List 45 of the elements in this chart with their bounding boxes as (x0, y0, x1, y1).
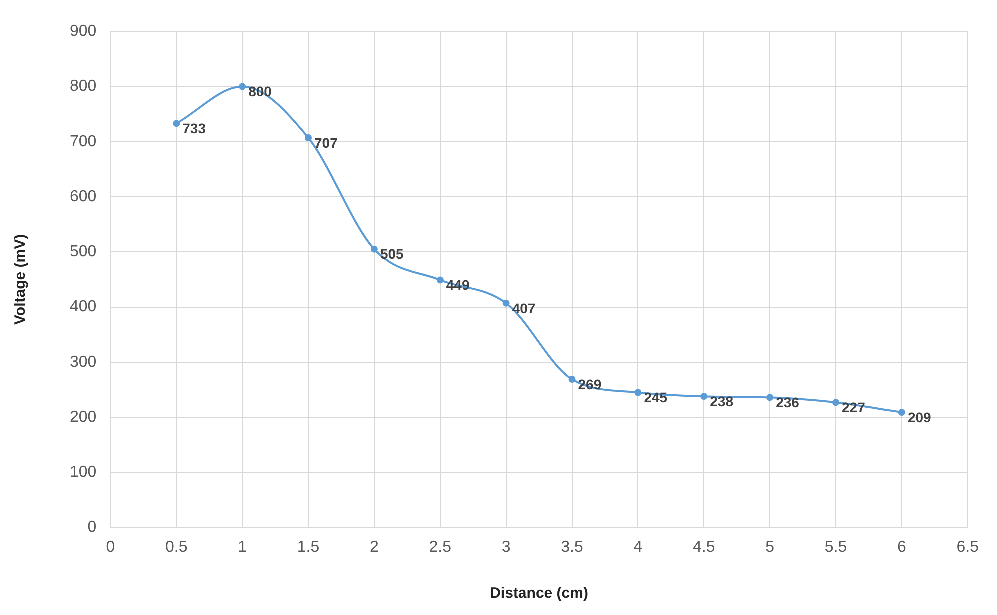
point (766, 394, 774, 402)
point (173, 120, 180, 128)
y-axis-title: Voltage (mV) (12, 234, 30, 325)
y-tick-label: 100 (70, 464, 97, 482)
y-tick-label: 300 (70, 354, 97, 371)
x-tick-label: 3.5 (561, 538, 584, 556)
x-tick-label: 0.5 (166, 538, 188, 556)
point (436, 276, 444, 284)
x-tick-label: 6 (897, 538, 906, 556)
x-tick-label: 3 (502, 538, 511, 556)
data-label: 209 (908, 409, 932, 426)
y-tick-label: 900 (70, 23, 97, 40)
point (832, 399, 840, 406)
point (370, 246, 378, 253)
x-tick-label: 4.5 (693, 538, 716, 556)
y-tick-label: 0 (88, 519, 97, 536)
data-label: 505 (380, 246, 404, 262)
point (239, 83, 246, 90)
point (898, 409, 906, 416)
y-tick-label: 600 (70, 188, 97, 206)
data-label: 707 (314, 134, 338, 151)
data-label: 733 (182, 120, 206, 137)
x-tick-label: 4 (634, 538, 643, 556)
point (502, 300, 510, 307)
y-tick-label: 800 (70, 78, 97, 96)
data-label: 238 (710, 393, 734, 410)
point (700, 393, 708, 400)
point (568, 376, 576, 383)
x-tick-label: 1.5 (297, 538, 320, 556)
x-tick-label: 5 (766, 538, 775, 556)
x-tick-label: 2 (370, 538, 379, 556)
x-tick-label: 0 (106, 538, 116, 556)
point (634, 389, 642, 396)
data-label: 236 (776, 394, 800, 411)
x-tick-label: 1 (238, 538, 248, 556)
y-tick-label: 700 (70, 133, 97, 150)
x-tick-label: 2.5 (429, 538, 452, 556)
y-tick-label: 500 (70, 244, 97, 261)
x-tick-label: 5.5 (824, 538, 848, 556)
y-tick-label: 200 (70, 408, 97, 426)
data-label: 407 (512, 300, 536, 316)
x-axis-title: Distance (cm) (490, 585, 588, 602)
y-tick-label: 400 (70, 298, 97, 316)
x-tick-label: 6.5 (956, 538, 980, 556)
point (305, 134, 312, 142)
